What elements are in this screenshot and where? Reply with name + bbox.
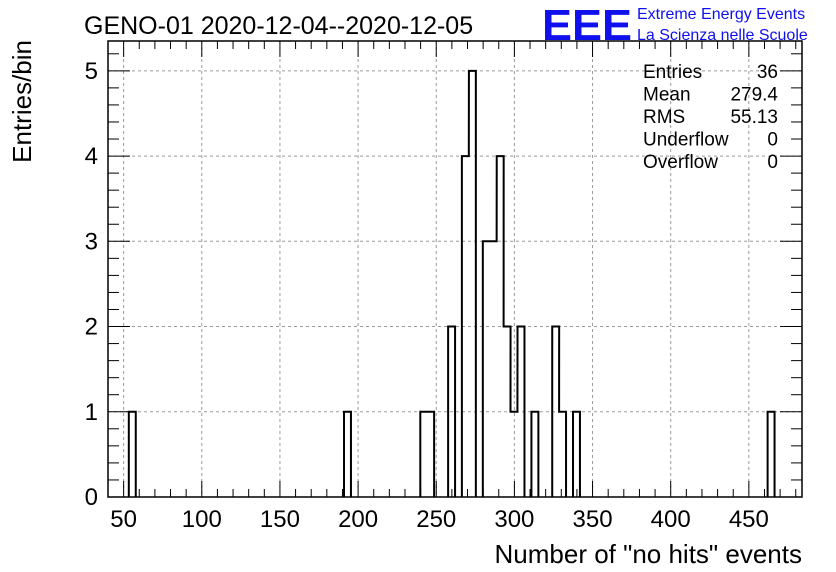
grid-lines [108, 41, 802, 497]
logo-line-1: Extreme Energy Events [637, 6, 805, 23]
x-tick-labels: 50 100 150 200 250 300 350 400 450 [110, 506, 769, 533]
logo-letters: EEE [542, 1, 632, 50]
plot-frame [107, 40, 803, 498]
y-tick-label: 1 [85, 399, 98, 426]
x-tick-label: 100 [182, 506, 222, 533]
histogram-outline [127, 69, 776, 497]
y-tick-label: 0 [85, 484, 98, 511]
x-tick-label: 400 [651, 506, 691, 533]
y-tick-label: 5 [85, 58, 98, 85]
x-tick-label: 200 [338, 506, 378, 533]
x-tick-label: 50 [110, 506, 137, 533]
x-tick-label: 350 [573, 506, 613, 533]
y-tick-label: 3 [85, 228, 98, 255]
stats-value: 55.13 [730, 107, 778, 128]
x-tick-label: 450 [729, 506, 769, 533]
logo-line-2: La Scienza nelle Scuole [637, 27, 808, 44]
y-axis-label: Entries/bin [7, 40, 37, 163]
stats-label: Overflow [643, 152, 718, 173]
stats-label: Entries [643, 62, 702, 83]
y-tick-labels: 0 1 2 3 4 5 [85, 58, 98, 511]
x-axis-label: Number of "no hits" events [495, 539, 803, 569]
eee-logo: EEE Extreme Energy Events La Scienza nel… [542, 1, 808, 50]
stats-value: 36 [757, 62, 778, 83]
stats-value: 0 [767, 130, 778, 151]
x-tick-label: 150 [260, 506, 300, 533]
chart-title: GENO-01 2020-12-04--2020-12-05 [84, 12, 473, 40]
stats-value: 0 [767, 152, 778, 173]
stats-value: 279.4 [730, 85, 778, 106]
x-tick-label: 250 [416, 506, 456, 533]
y-tick-label: 2 [85, 314, 98, 341]
x-tick-label: 300 [494, 506, 534, 533]
y-tick-label: 4 [85, 143, 98, 170]
stats-label: Underflow [643, 130, 729, 151]
stats-label: Mean [643, 85, 691, 106]
stats-label: RMS [643, 107, 685, 128]
